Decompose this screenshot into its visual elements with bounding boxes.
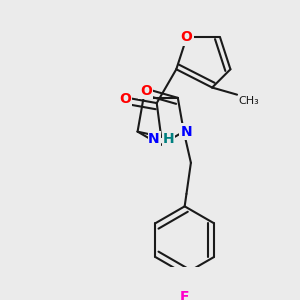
Text: O: O xyxy=(119,92,130,106)
Text: H: H xyxy=(163,132,174,145)
Text: F: F xyxy=(180,290,189,300)
Text: O: O xyxy=(181,31,193,44)
Text: O: O xyxy=(140,84,152,98)
Text: N: N xyxy=(148,132,160,145)
Text: N: N xyxy=(181,124,192,139)
Text: CH₃: CH₃ xyxy=(239,96,260,106)
